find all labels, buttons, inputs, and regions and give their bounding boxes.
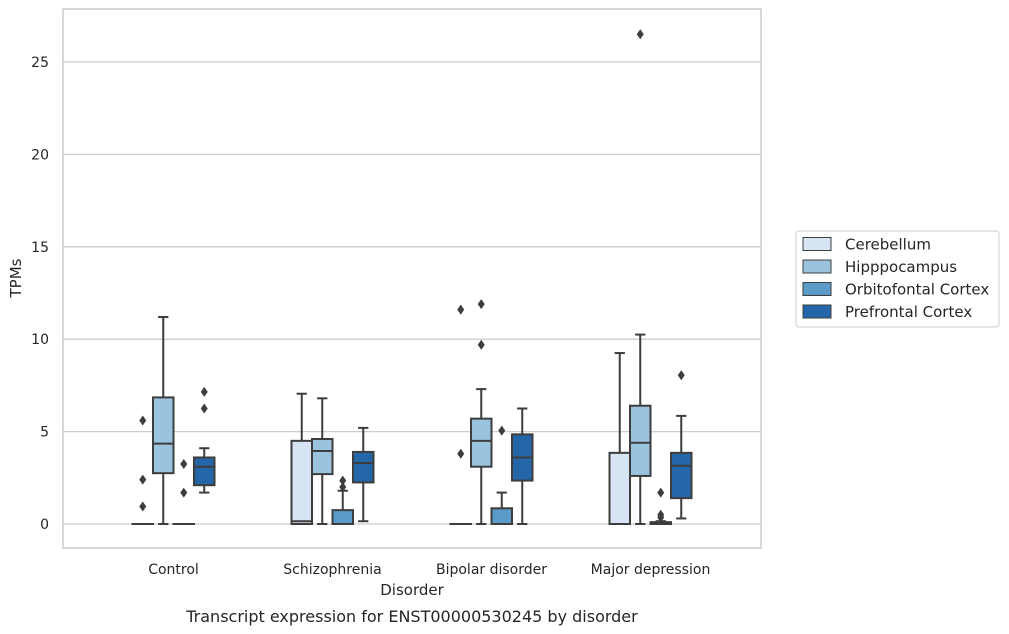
- outlier-point: [457, 448, 465, 459]
- outlier-point: [180, 487, 188, 498]
- legend-label: Cerebellum: [845, 236, 931, 254]
- box-plot: [629, 29, 652, 525]
- box-plot: [449, 304, 472, 526]
- legend-swatch: [802, 304, 832, 319]
- box-iqr: [629, 404, 652, 477]
- outlier-point: [498, 425, 506, 436]
- y-tick-label: 0: [40, 517, 49, 533]
- y-tick-label: 15: [31, 240, 49, 256]
- y-tick-label: 5: [40, 425, 49, 441]
- plot-frame: [62, 8, 762, 549]
- legend-swatch: [802, 282, 832, 296]
- box-plot: [608, 352, 631, 525]
- outlier-point: [339, 482, 347, 493]
- box-iqr: [311, 437, 334, 476]
- legend-swatch: [802, 259, 832, 274]
- box-plot: [290, 392, 313, 525]
- box-iqr: [331, 509, 354, 526]
- outlier-point: [657, 487, 665, 498]
- legend: Cerebellum Hipppocampus Orbitofontal Corte…: [795, 230, 1000, 328]
- box-plot: [172, 458, 195, 526]
- outlier-point: [657, 512, 665, 523]
- x-tick-labels: Control Schizophrenia Bipolar disorder Majo…: [148, 562, 710, 578]
- y-axis-label: TPMs: [7, 258, 25, 298]
- outlier-point: [139, 501, 147, 512]
- outlier-point: [636, 29, 644, 40]
- y-tick-label: 25: [31, 55, 49, 71]
- outlier-point: [677, 370, 685, 381]
- box-iqr: [608, 451, 631, 525]
- legend-label: Orbitofontal Cortex: [845, 281, 989, 299]
- outlier-point: [477, 299, 485, 310]
- box-plot: [352, 426, 375, 523]
- box-plot: [131, 415, 154, 526]
- box-plot: [511, 407, 534, 525]
- x-tick-label: Control: [148, 562, 199, 578]
- x-tick-label: Schizophrenia: [283, 562, 381, 578]
- box-iqr: [470, 417, 493, 468]
- legend-label: Hipppocampus: [845, 258, 957, 276]
- box-plot: [670, 370, 693, 520]
- outlier-point: [200, 386, 208, 397]
- outlier-point: [477, 339, 485, 350]
- box-plots: [131, 29, 693, 526]
- box-plot: [152, 316, 175, 525]
- outlier-point: [200, 403, 208, 414]
- outlier-point: [457, 304, 465, 315]
- legend-swatch: [802, 237, 832, 251]
- x-axis-label: Disorder: [380, 581, 444, 599]
- outlier-point: [139, 474, 147, 485]
- y-tick-labels: 0 5 10 15 20 25: [31, 55, 49, 533]
- legend-label: Prefrontal Cortex: [845, 303, 972, 321]
- legend-frame: [795, 230, 1000, 328]
- box-plot: [311, 397, 334, 525]
- x-tick-label: Major depression: [591, 562, 711, 578]
- outlier-point: [139, 415, 147, 426]
- box-iqr: [670, 451, 693, 500]
- y-tick-label: 10: [31, 332, 49, 348]
- box-iqr: [490, 507, 513, 525]
- box-plot: [649, 487, 672, 525]
- outlier-point: [339, 475, 347, 486]
- x-tick-label: Bipolar disorder: [436, 562, 547, 578]
- box-plot: [470, 299, 493, 525]
- chart-caption: Transcript expression for ENST0000053024…: [185, 607, 638, 626]
- box-iqr: [152, 396, 175, 475]
- box-plot: [193, 386, 216, 494]
- y-tick-label: 20: [31, 147, 49, 163]
- box-iqr: [290, 439, 313, 525]
- outlier-point: [180, 458, 188, 469]
- box-iqr: [352, 450, 375, 484]
- box-iqr: [193, 456, 216, 487]
- box-plot: [331, 475, 354, 526]
- box-plot: [490, 425, 513, 525]
